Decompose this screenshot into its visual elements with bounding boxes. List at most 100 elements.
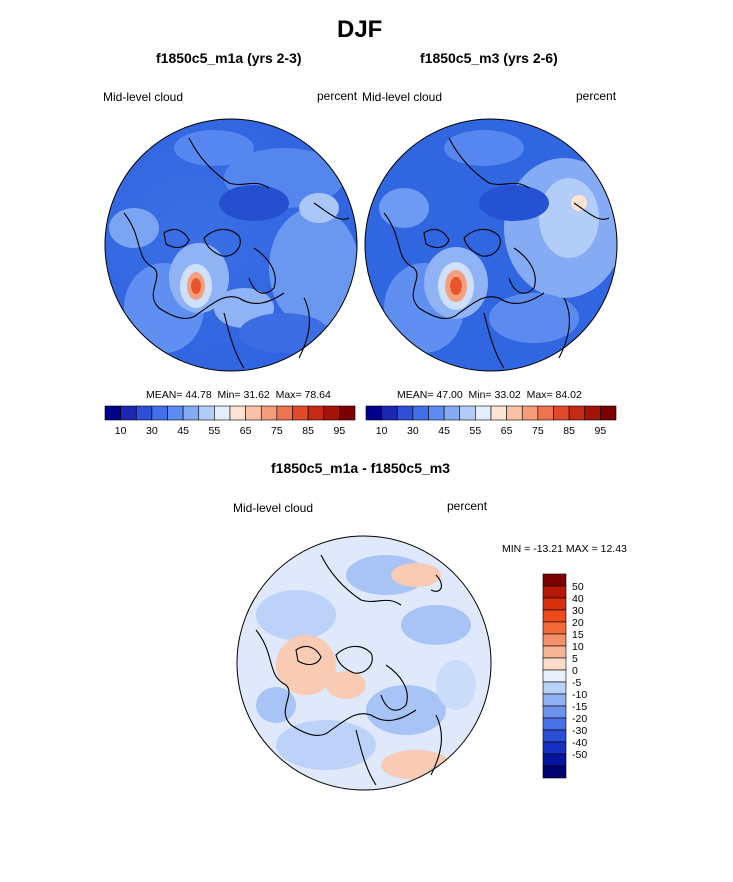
panel-2-colorbar-swatch <box>521 405 539 421</box>
panel-3-colorbar-swatch <box>542 645 567 659</box>
panel-2-colorbar-swatch <box>553 405 570 421</box>
panel-1-colorbar-swatch <box>323 405 340 421</box>
panel-3-polar-map <box>236 535 492 791</box>
panel-3-colorbar-tick-label: -40 <box>572 737 587 749</box>
panel-2-colorbar-tick-label: 65 <box>501 425 513 437</box>
panel-3-colorbar-swatch <box>542 657 567 671</box>
panel-2-colorbar-swatch <box>428 405 445 421</box>
panel-1-max-value: 78.64 <box>304 389 331 401</box>
panel-1-colorbar-tick-label: 30 <box>146 425 158 437</box>
panel-3-colorbar-tick-label: 40 <box>572 593 584 605</box>
panel-3-colorbar-tick-label: 15 <box>572 629 584 641</box>
panel-1-colorbar-swatch <box>135 405 153 421</box>
panel-2-title: f1850c5_m3 (yrs 2-6) <box>420 50 558 66</box>
panel-2-colorbar-tick-label: 85 <box>563 425 575 437</box>
panel-3-colorbar-swatch <box>542 573 567 587</box>
page-title: DJF <box>337 16 383 43</box>
panel-3-colorbar-swatch <box>542 765 567 779</box>
panel-3-variable-label: Mid-level cloud <box>233 501 314 515</box>
panel-3-colorbar-swatch <box>542 669 567 683</box>
panel-1-colorbar-swatch <box>292 405 309 421</box>
panel-1-colorbar-swatch <box>120 405 137 421</box>
panel-2-colorbar-tick-label: 10 <box>376 425 388 437</box>
panel-1-title: f1850c5_m1a (yrs 2-3) <box>156 50 302 66</box>
panel-2-mean-value: 47.00 <box>436 389 463 401</box>
panel-1-colorbar-tick-label: 65 <box>240 425 252 437</box>
panel-1-mean-value: 44.78 <box>185 389 212 401</box>
panel-2-colorbar-swatch <box>381 405 398 421</box>
panel-1-variable-label: Mid-level cloud <box>103 90 184 104</box>
panel-3-colorbar-tick-label: -5 <box>572 677 581 689</box>
panel-2-colorbar-tick-label: 45 <box>438 425 450 437</box>
panel-3-colorbar-tick-label: 50 <box>572 581 584 593</box>
panel-1-colorbar-swatch <box>214 405 231 421</box>
panel-1-colorbar-swatch <box>245 405 262 421</box>
panel-1-colorbar-swatch <box>339 405 356 421</box>
panel-1-units-label: percent <box>317 89 358 103</box>
panel-2-units-label: percent <box>576 89 617 103</box>
panel-3-colorbar-tick-label: -20 <box>572 713 587 725</box>
panel-3-title: f1850c5_m1a - f1850c5_m3 <box>271 460 451 476</box>
panel-2-colorbar: 10 30 45 55 65 75 85 95 <box>365 405 617 437</box>
panel-1-stats: MEAN= 44.78 Min= 31.62 Max= 78.64 <box>146 389 331 401</box>
panel-3-colorbar-swatch <box>542 585 567 599</box>
panel-2-stats: MEAN= 47.00 Min= 33.02 Max= 84.02 <box>397 389 582 401</box>
panel-3-units-label: percent <box>447 499 488 513</box>
panel-3-colorbar-swatch <box>542 633 567 647</box>
panel-2-colorbar-swatch <box>568 405 586 421</box>
panel-3-colorbar-tick-label: 20 <box>572 617 584 629</box>
panel-3-colorbar-swatch <box>542 705 567 719</box>
panel-2-colorbar-swatch <box>584 405 601 421</box>
panel-1-colorbar-swatch <box>104 405 121 421</box>
panel-1-colorbar-tick-label: 75 <box>271 425 283 437</box>
panel-2-polar-map <box>364 118 618 372</box>
panel-2-variable-label: Mid-level cloud <box>362 90 443 104</box>
panel-2-colorbar-swatch <box>490 405 507 421</box>
panel-3-colorbar-tick-label: 0 <box>572 665 578 677</box>
panel-2-colorbar-tick-label: 95 <box>595 425 607 437</box>
panel-3-colorbar-tick-label: -10 <box>572 689 587 701</box>
panel-1-colorbar-tick-label: 45 <box>177 425 189 437</box>
panel-3-colorbar-swatch <box>542 741 567 755</box>
panel-3-colorbar-swatch <box>542 729 567 743</box>
panel-1-colorbar-tick-label: 85 <box>302 425 314 437</box>
panel-2-colorbar-swatch <box>600 405 617 421</box>
panel-2-colorbar-swatch <box>365 405 382 421</box>
panel-2-colorbar-swatch <box>475 405 492 421</box>
panel-3-colorbar-swatch <box>542 621 567 635</box>
panel-3-colorbar-swatch <box>542 693 567 707</box>
panel-3-colorbar-tick-label: -30 <box>572 725 587 737</box>
panel-2-colorbar-tick-label: 30 <box>407 425 419 437</box>
panel-2-max-value: 84.02 <box>555 389 582 401</box>
panel-3-colorbar-swatch <box>542 597 567 611</box>
panel-1-colorbar-swatch <box>260 405 278 421</box>
panel-3-minmax: MIN = -13.21 MAX = 12.43 <box>502 543 627 555</box>
panel-2-colorbar-swatch <box>459 405 476 421</box>
panel-2-colorbar-swatch <box>412 405 429 421</box>
panel-2-colorbar-swatch <box>537 405 554 421</box>
panel-1-colorbar-swatch <box>276 405 293 421</box>
panel-3-colorbar-tick-label: 5 <box>572 653 578 665</box>
panel-2-colorbar-swatch <box>396 405 414 421</box>
panel-1-colorbar-swatch <box>307 405 325 421</box>
panel-1-colorbar-swatch <box>151 405 168 421</box>
panel-3-colorbar-tick-label: -15 <box>572 701 587 713</box>
panel-1-colorbar-tick-label: 55 <box>209 425 221 437</box>
panel-1-colorbar-tick-label: 95 <box>334 425 346 437</box>
panel-3-colorbar-tick-label: 10 <box>572 641 584 653</box>
panel-3-colorbar-swatch <box>542 609 567 623</box>
panel-3-colorbar-swatch <box>542 753 567 767</box>
panel-1-colorbar-swatch <box>229 405 246 421</box>
panel-2-colorbar-swatch <box>506 405 523 421</box>
panel-2-colorbar-swatch <box>443 405 461 421</box>
panel-1-polar-map <box>104 118 358 372</box>
panel-1-colorbar-swatch <box>182 405 200 421</box>
panel-3-colorbar-tick-label: 30 <box>572 605 584 617</box>
panel-1-colorbar-swatch <box>167 405 184 421</box>
panel-2-colorbar-tick-label: 55 <box>470 425 482 437</box>
panel-1-colorbar-swatch <box>198 405 215 421</box>
panel-3-colorbar-tick-label: -50 <box>572 749 587 761</box>
panel-2-min-value: 33.02 <box>494 389 521 401</box>
panel-1-colorbar: 10 30 45 55 65 75 85 95 <box>104 405 356 437</box>
